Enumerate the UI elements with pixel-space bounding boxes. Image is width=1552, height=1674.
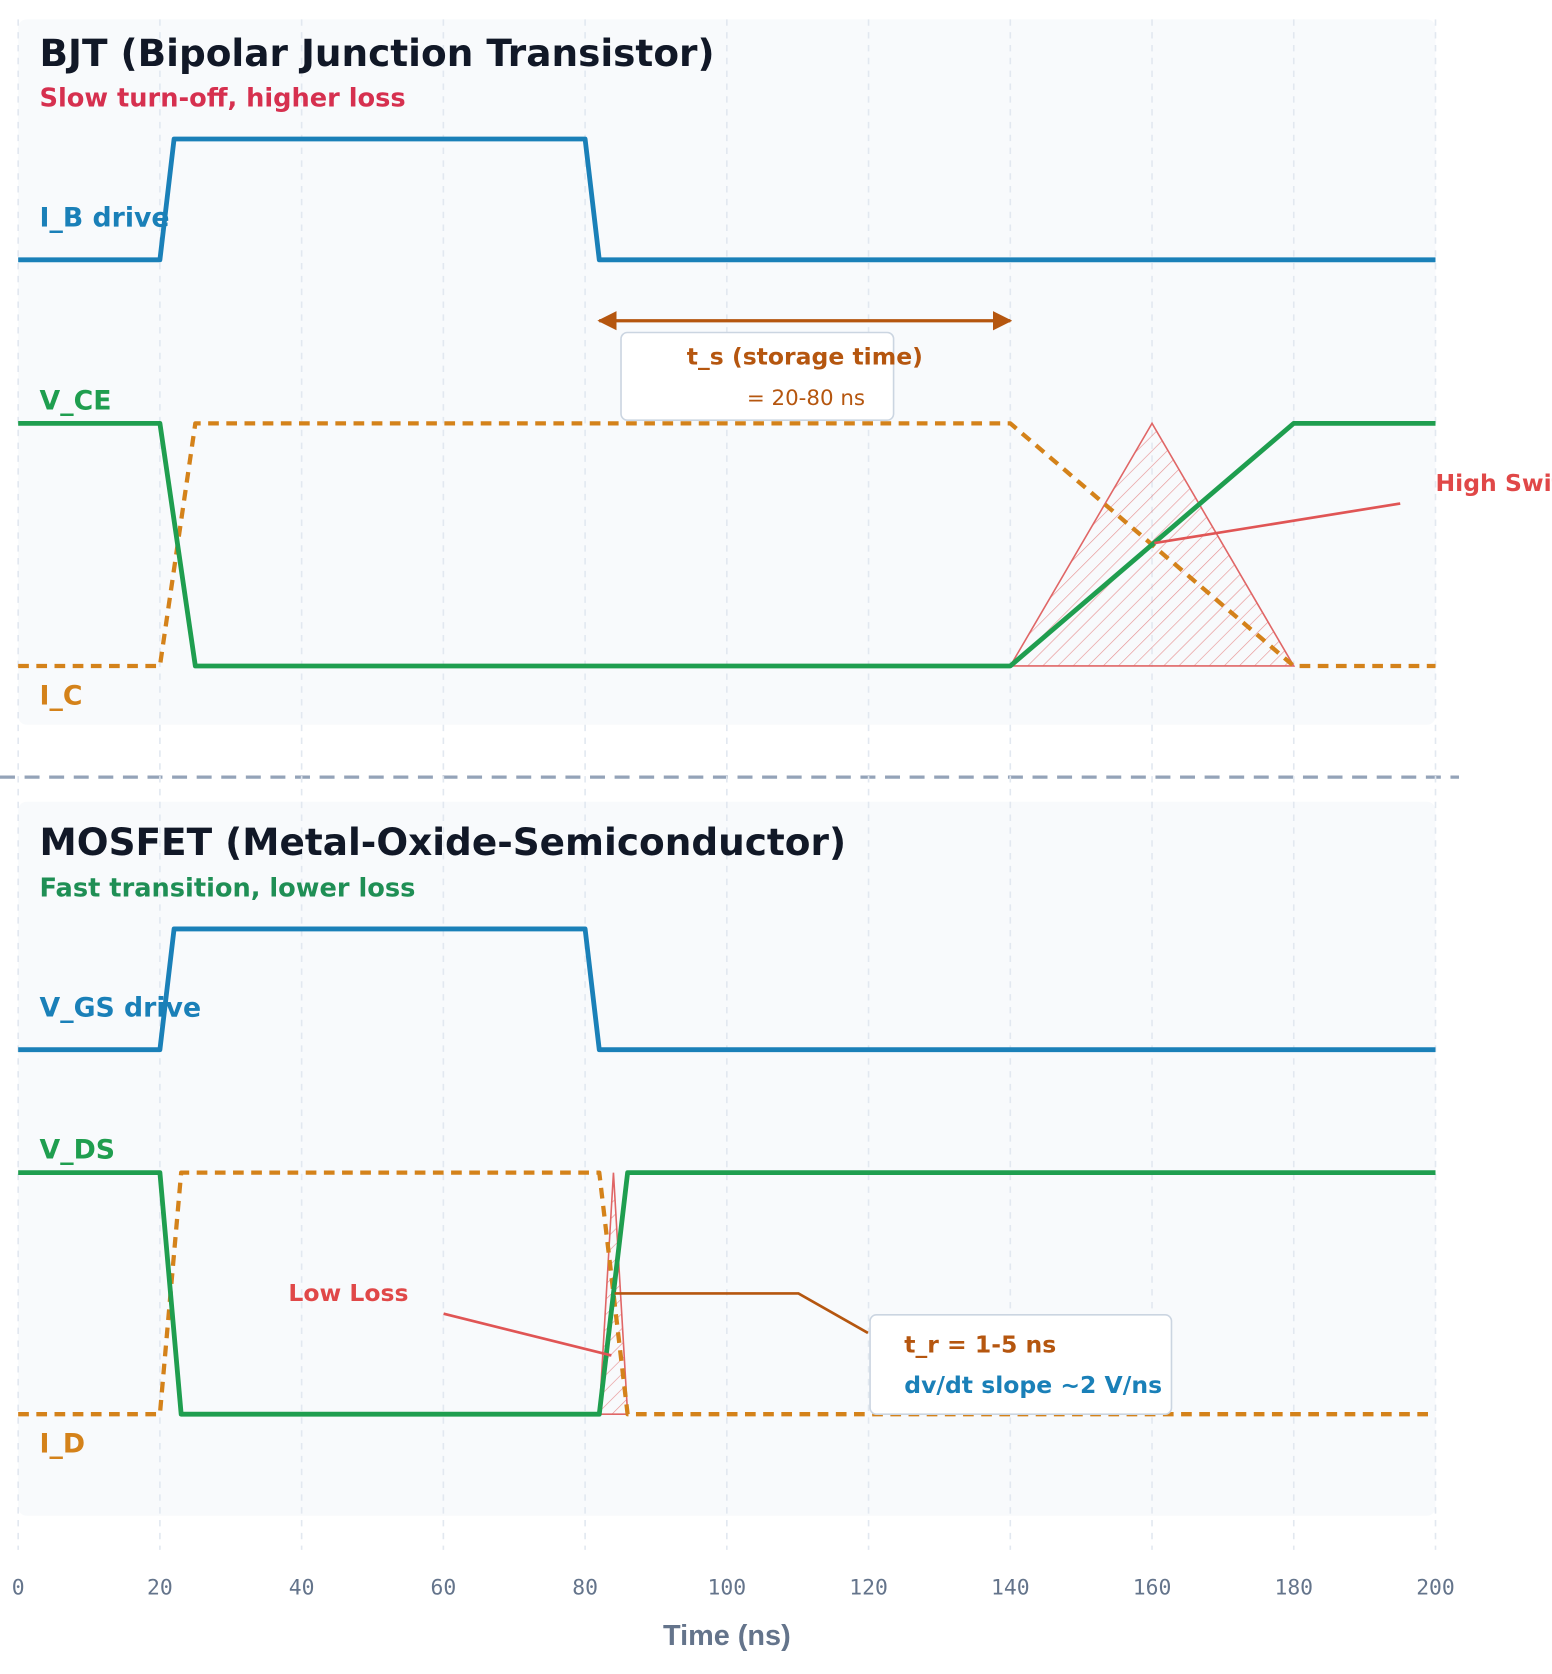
signal-label: V_DS [40, 1135, 115, 1166]
callout-line [1154, 502, 1401, 545]
x-tick-label: 120 [849, 1575, 888, 1600]
signal-label: I_D [40, 1429, 85, 1460]
signal-label: I_C [40, 680, 83, 711]
plot: BJT (Bipolar Junction Transistor) Slow tu… [18, 31, 1552, 1460]
panel-subtitle: Fast transition, lower loss [40, 873, 416, 903]
signal-line [18, 1170, 1436, 1417]
x-tick-label: 0 [12, 1575, 25, 1600]
annotation-label: t_s (storage time) [687, 343, 923, 371]
signal-line [18, 136, 1436, 263]
x-tick-label: 180 [1274, 1575, 1313, 1600]
loss-label: Low Loss [288, 1279, 408, 1307]
panel-subtitle: Slow turn-off, higher loss [40, 83, 406, 113]
signal-label: V_CE [40, 385, 112, 416]
callout-line [614, 1292, 869, 1335]
annotation-box [620, 331, 895, 421]
callout-line [443, 1312, 612, 1357]
x-tick-label: 80 [572, 1575, 598, 1600]
panel-title: MOSFET (Metal-Oxide-Semiconductor) [40, 820, 847, 864]
grid: 0 20 40 60 80 100 120 140 160 180 200 [12, 19, 1455, 1600]
x-tick-label: 140 [991, 1575, 1030, 1600]
x-tick-label: 160 [1133, 1575, 1172, 1600]
signal-line [18, 421, 1436, 669]
annotation-detail: dv/dt slope ~2 V/ns [904, 1371, 1162, 1399]
annotation-box [869, 1313, 1173, 1415]
x-tick-label: 200 [1416, 1575, 1455, 1600]
signal-line [18, 420, 1436, 669]
x-axis-label: Time (ns) [663, 1620, 791, 1652]
x-tick-label: 60 [431, 1575, 457, 1600]
x-tick-label: 20 [147, 1575, 173, 1600]
annotation-detail: = 20-80 ns [747, 386, 865, 411]
x-tick-label: 40 [289, 1575, 315, 1600]
panel-title: BJT (Bipolar Junction Transistor) [40, 31, 715, 75]
signal-line [18, 926, 1436, 1053]
loss-label: High Switching Loss [1435, 469, 1552, 497]
annotation-label: t_r = 1-5 ns [904, 1330, 1056, 1358]
signal-line [18, 1170, 1436, 1417]
signal-label: I_B drive [40, 203, 170, 234]
signal-label: V_GS drive [40, 993, 202, 1024]
x-tick-label: 100 [708, 1575, 747, 1600]
